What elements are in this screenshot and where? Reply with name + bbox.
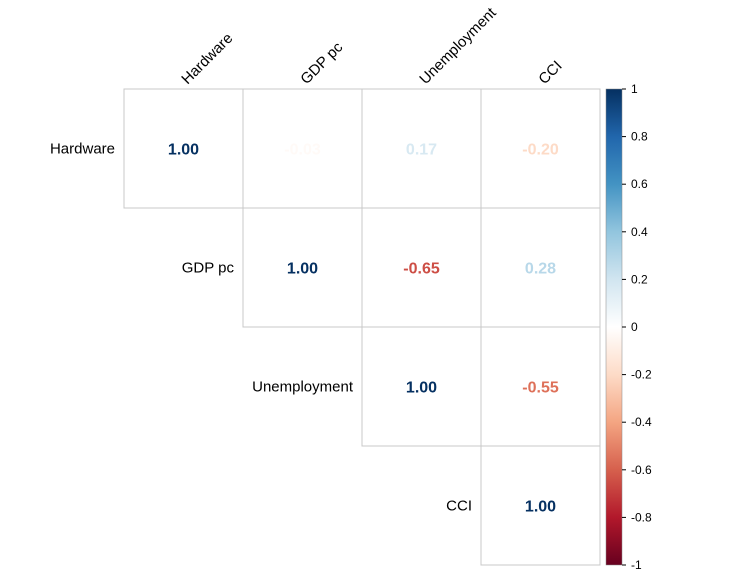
cell-0-1 [242, 88, 363, 209]
column-labels: Hardware GDP pc Unemployment CCI [178, 4, 565, 88]
colorbar-tick-label: 0 [631, 320, 638, 334]
color-legend: 1 0.8 0.6 0.4 0.2 0 -0.2 -0.4 -0.6 -0.8 -1 [605, 82, 652, 572]
value-label-3-3: 1.00 [525, 499, 556, 516]
colorbar-tick-label: -0.2 [631, 368, 652, 382]
colorbar-tick-label: 0.8 [631, 130, 648, 144]
colorbar-tick-label: -0.4 [631, 415, 652, 429]
value-label-0-3: -0.20 [522, 142, 559, 159]
value-label-1-2: -0.65 [403, 261, 440, 278]
row-labels: Hardware GDP pc Unemployment CCI [50, 141, 472, 515]
cell-1-1 [242, 207, 363, 328]
column-label-1: GDP pc [297, 39, 346, 88]
cell-0-3 [480, 88, 601, 209]
row-label-1: GDP pc [182, 260, 235, 277]
cell-0-0 [123, 88, 244, 209]
row-label-3: CCI [446, 498, 472, 515]
column-label-3: CCI [535, 58, 565, 88]
color-bar [605, 88, 623, 566]
value-label-2-2: 1.00 [406, 380, 437, 397]
row-label-2: Unemployment [252, 379, 354, 396]
colorbar-tick-label: -1 [631, 558, 642, 572]
colorbar-tick-label: 0.6 [631, 177, 648, 191]
cell-0-2 [361, 88, 482, 209]
value-label-0-0: 1.00 [168, 142, 199, 159]
grid-layer [123, 88, 601, 566]
column-label-2: Unemployment [416, 4, 500, 88]
values-layer: 1.00 -0.03 0.17 -0.20 1.00 -0.65 0.28 1.00 -0.55… [168, 142, 559, 516]
cell-1-2 [361, 207, 482, 328]
colorbar-tick-label: 1 [631, 82, 638, 96]
row-label-0: Hardware [50, 141, 115, 158]
colorbar-tick-label: 0.2 [631, 272, 648, 286]
column-label-0: Hardware [178, 30, 236, 88]
value-label-2-3: -0.55 [522, 380, 559, 397]
colorbar-tick-label: -0.8 [631, 510, 652, 524]
colorbar-tick-label: 0.4 [631, 225, 648, 239]
cell-3-3 [480, 445, 601, 566]
value-label-1-1: 1.00 [287, 261, 318, 278]
value-label-1-3: 0.28 [525, 261, 556, 278]
colorbar-tick-label: -0.6 [631, 463, 652, 477]
cell-2-2 [361, 326, 482, 447]
value-label-0-1: -0.03 [284, 142, 321, 159]
value-label-0-2: 0.17 [406, 142, 437, 159]
